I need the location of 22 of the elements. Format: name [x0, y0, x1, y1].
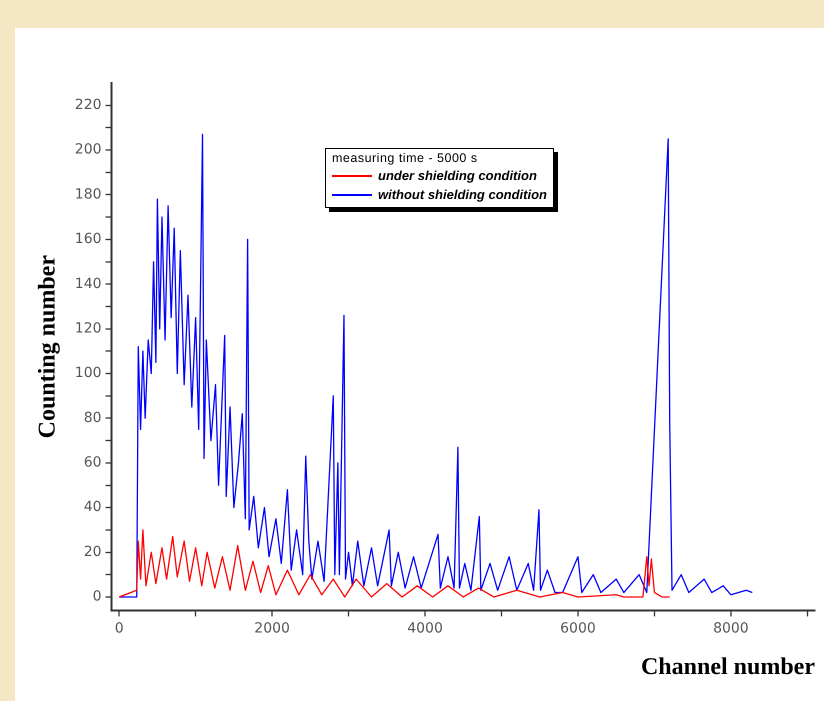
y-tick-label: 160 [74, 231, 102, 248]
x-tick-label: 4000 [407, 620, 443, 636]
y-tick-label: 180 [74, 186, 102, 202]
y-tick-label: 60 [84, 454, 102, 471]
y-tick-label: 20 [84, 544, 102, 560]
legend-label: under shielding condition [378, 167, 537, 185]
y-tick-label: 200 [74, 142, 102, 158]
legend-label: without shielding condition [378, 186, 547, 204]
y-tick-label: 0 [92, 588, 102, 605]
y-tick-label: 100 [74, 365, 102, 382]
y-tick-label: 80 [84, 410, 102, 426]
y-axis-title: Counting number [34, 254, 61, 438]
y-tick-label: 220 [74, 96, 102, 113]
y-tick-label: 140 [74, 276, 102, 292]
x-tick-label: 2000 [254, 620, 290, 636]
y-tick-label: 40 [84, 499, 102, 516]
legend-title: measuring time - 5000 s [332, 151, 479, 165]
x-tick-label: 6000 [560, 620, 596, 636]
x-axis-title: Channel number [640, 654, 816, 680]
x-tick-label: 8000 [713, 620, 749, 636]
x-tick-label: 0 [114, 620, 124, 636]
y-tick-label: 120 [74, 320, 102, 336]
